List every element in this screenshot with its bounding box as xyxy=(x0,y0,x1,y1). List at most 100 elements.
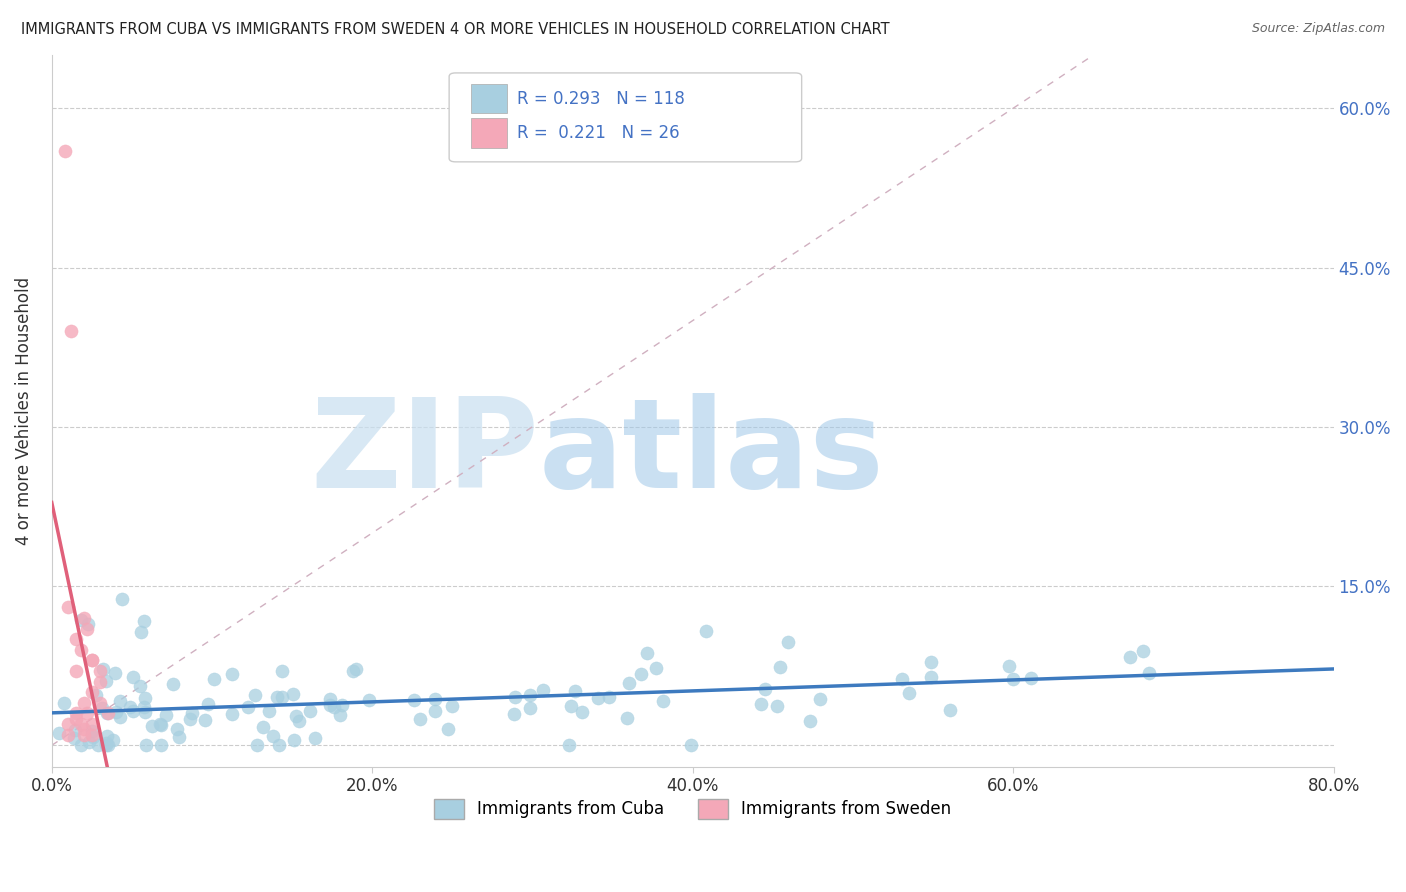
FancyBboxPatch shape xyxy=(471,118,506,147)
Point xyxy=(73,611,96,625)
Point xyxy=(135,739,157,753)
Point xyxy=(63,731,86,745)
Point xyxy=(619,676,641,690)
Point xyxy=(56,717,79,731)
Point xyxy=(560,699,582,714)
Point xyxy=(149,739,172,753)
Text: IMMIGRANTS FROM CUBA VS IMMIGRANTS FROM SWEDEN 4 OR MORE VEHICLES IN HOUSEHOLD C: IMMIGRANTS FROM CUBA VS IMMIGRANTS FROM … xyxy=(21,22,890,37)
Point xyxy=(103,733,125,747)
Point xyxy=(141,719,163,733)
Point xyxy=(108,710,131,724)
Text: Source: ZipAtlas.com: Source: ZipAtlas.com xyxy=(1251,22,1385,36)
Point xyxy=(679,739,702,753)
Point xyxy=(120,699,142,714)
Point xyxy=(404,692,426,706)
Point xyxy=(96,706,118,720)
Point xyxy=(586,691,609,706)
Point xyxy=(330,698,353,713)
Point xyxy=(1019,671,1042,685)
Point xyxy=(283,733,305,747)
Point xyxy=(105,705,128,719)
Point xyxy=(73,723,96,737)
Point xyxy=(149,718,172,732)
Point xyxy=(65,712,87,726)
Point xyxy=(82,730,104,744)
Point xyxy=(69,613,91,627)
Point xyxy=(437,722,460,736)
Point xyxy=(73,696,96,710)
Point xyxy=(221,666,243,681)
Point xyxy=(52,696,75,710)
Point xyxy=(53,144,76,158)
Point xyxy=(129,625,152,640)
Point xyxy=(284,709,307,723)
Point xyxy=(531,682,554,697)
Point xyxy=(149,717,172,731)
Text: R =  0.221   N = 26: R = 0.221 N = 26 xyxy=(517,124,679,142)
Point xyxy=(519,701,541,715)
Point xyxy=(76,622,98,636)
Point xyxy=(920,655,942,669)
Point xyxy=(80,724,103,739)
Point xyxy=(108,693,131,707)
Point xyxy=(920,670,942,684)
Point xyxy=(259,704,281,718)
Point xyxy=(155,707,177,722)
Point xyxy=(616,711,638,725)
Point xyxy=(48,725,70,739)
Point xyxy=(598,690,620,704)
Point xyxy=(287,714,309,729)
FancyBboxPatch shape xyxy=(471,84,506,113)
Point xyxy=(776,635,799,649)
Point xyxy=(65,706,87,721)
Point xyxy=(695,624,717,638)
Point xyxy=(69,642,91,657)
Point xyxy=(503,707,526,722)
Point xyxy=(769,660,792,674)
Point xyxy=(281,687,304,701)
Point xyxy=(344,662,367,676)
Point xyxy=(69,717,91,731)
Point xyxy=(243,688,266,702)
Point xyxy=(262,729,284,743)
Point xyxy=(134,705,156,719)
Point xyxy=(97,706,120,721)
Point xyxy=(97,739,120,753)
Point xyxy=(167,730,190,744)
Point xyxy=(998,659,1021,673)
Point xyxy=(76,706,98,721)
Point xyxy=(938,703,960,717)
FancyBboxPatch shape xyxy=(449,73,801,161)
Point xyxy=(87,739,110,753)
Point xyxy=(571,705,593,719)
Point xyxy=(91,662,114,676)
Text: atlas: atlas xyxy=(538,393,884,514)
Point xyxy=(79,735,101,749)
Point xyxy=(96,736,118,750)
Point xyxy=(80,685,103,699)
Point xyxy=(891,672,914,686)
Point xyxy=(197,697,219,711)
Point xyxy=(96,729,118,743)
Point xyxy=(166,722,188,736)
Point xyxy=(357,692,380,706)
Point xyxy=(298,704,321,718)
Point xyxy=(1132,644,1154,658)
Point xyxy=(73,728,96,742)
Point xyxy=(134,699,156,714)
Point xyxy=(89,674,111,689)
Point xyxy=(162,677,184,691)
Point xyxy=(270,690,292,705)
Point xyxy=(89,696,111,710)
Y-axis label: 4 or more Vehicles in Household: 4 or more Vehicles in Household xyxy=(15,277,32,545)
Point xyxy=(323,700,346,714)
Point xyxy=(1002,672,1025,686)
Point xyxy=(59,324,82,338)
Point xyxy=(799,714,821,729)
Point xyxy=(122,670,145,684)
Point xyxy=(121,704,143,718)
Point xyxy=(1119,650,1142,665)
Point xyxy=(132,614,155,628)
Point xyxy=(269,739,291,753)
Point xyxy=(91,701,114,715)
